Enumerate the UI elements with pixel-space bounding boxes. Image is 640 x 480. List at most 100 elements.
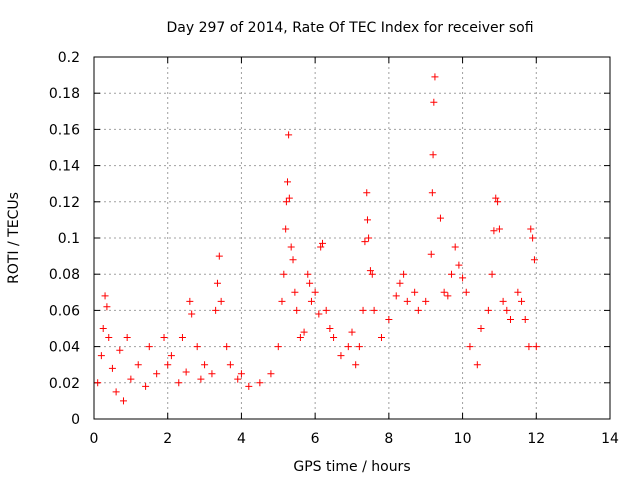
x-axis-label: GPS time / hours xyxy=(293,459,410,475)
data-point xyxy=(436,214,444,222)
data-point xyxy=(160,334,168,342)
data-point xyxy=(430,98,438,106)
data-point xyxy=(365,234,373,242)
data-point xyxy=(368,270,376,278)
data-point xyxy=(293,306,301,314)
data-point xyxy=(193,343,201,351)
data-point xyxy=(440,288,448,296)
data-point xyxy=(377,334,385,342)
data-point xyxy=(330,334,338,342)
data-point xyxy=(116,346,124,354)
data-point xyxy=(506,315,514,323)
data-point xyxy=(112,388,120,396)
data-point xyxy=(428,189,436,197)
data-point xyxy=(521,315,529,323)
x-tick-label: 8 xyxy=(384,431,393,447)
y-tick-label: 0.12 xyxy=(49,195,80,211)
data-point xyxy=(178,334,186,342)
data-point xyxy=(280,270,288,278)
data-point xyxy=(499,297,507,305)
data-point xyxy=(134,361,142,369)
data-point xyxy=(411,288,419,296)
data-point xyxy=(459,274,467,282)
data-point xyxy=(99,325,107,332)
data-point xyxy=(215,252,223,260)
plot-frame xyxy=(93,56,611,420)
data-point xyxy=(355,343,363,351)
data-point xyxy=(514,288,522,296)
tick-labels: 0 2 4 6 8 10 12 14 0 0.02 0.04 0.06 0.08 0.1 0.12 0.14 0… xyxy=(49,50,619,447)
data-point xyxy=(427,250,435,258)
data-point xyxy=(188,310,196,318)
data-point xyxy=(167,352,175,360)
data-point xyxy=(529,234,537,242)
data-point xyxy=(326,325,334,332)
data-point xyxy=(414,306,422,314)
y-tick-label: 0.1 xyxy=(58,231,80,247)
data-point xyxy=(105,334,113,342)
data-point xyxy=(97,352,105,360)
data-point xyxy=(284,178,291,186)
x-tick-label: 6 xyxy=(311,431,320,447)
y-tick-label: 0.18 xyxy=(49,86,80,102)
data-point xyxy=(296,334,304,342)
data-point xyxy=(370,306,378,314)
data-point xyxy=(359,306,367,314)
data-point xyxy=(186,297,194,305)
x-tick-label: 2 xyxy=(163,431,172,447)
y-tick-label: 0.04 xyxy=(49,340,80,356)
data-point xyxy=(494,198,502,206)
data-point xyxy=(285,131,293,139)
data-point xyxy=(363,216,371,224)
data-point xyxy=(282,225,290,233)
data-point xyxy=(306,279,314,287)
data-point xyxy=(212,306,220,314)
data-point xyxy=(285,194,293,202)
data-point xyxy=(444,292,452,300)
y-axis-label: ROTI / TECUs xyxy=(6,192,22,284)
x-tick-label: 4 xyxy=(237,431,246,447)
data-point xyxy=(201,361,209,369)
data-point xyxy=(153,370,161,378)
data-point xyxy=(532,343,540,351)
data-point xyxy=(311,288,319,296)
y-tick-label: 0.14 xyxy=(49,159,80,175)
data-point xyxy=(484,306,492,314)
data-point xyxy=(392,292,400,300)
y-tick-label: 0.02 xyxy=(49,376,80,392)
data-point xyxy=(291,288,299,296)
data-point xyxy=(208,370,216,378)
data-point xyxy=(213,279,221,287)
data-point xyxy=(495,225,503,233)
data-point xyxy=(267,370,275,378)
data-point xyxy=(492,194,500,202)
data-point xyxy=(119,397,127,405)
data-point xyxy=(527,225,535,233)
data-point xyxy=(175,379,183,387)
data-markers xyxy=(94,73,540,405)
data-point xyxy=(245,382,253,390)
y-tick-label: 0 xyxy=(71,412,80,428)
data-point xyxy=(289,256,297,264)
data-point xyxy=(223,343,231,351)
x-tick-label: 14 xyxy=(601,431,619,447)
data-point xyxy=(304,270,312,278)
data-point xyxy=(127,375,135,383)
data-point xyxy=(400,270,408,278)
data-point xyxy=(422,297,430,305)
data-point xyxy=(103,303,111,311)
data-point xyxy=(237,370,245,378)
data-point xyxy=(282,198,290,206)
x-tick-label: 0 xyxy=(90,431,99,447)
data-point xyxy=(123,334,131,342)
data-point xyxy=(385,315,393,323)
data-point xyxy=(197,375,205,383)
data-point xyxy=(337,352,345,360)
x-tick-label: 10 xyxy=(454,431,472,447)
data-point xyxy=(256,379,264,387)
data-point xyxy=(431,73,439,81)
data-point xyxy=(448,270,456,278)
data-point xyxy=(361,238,369,246)
data-point xyxy=(488,270,496,278)
